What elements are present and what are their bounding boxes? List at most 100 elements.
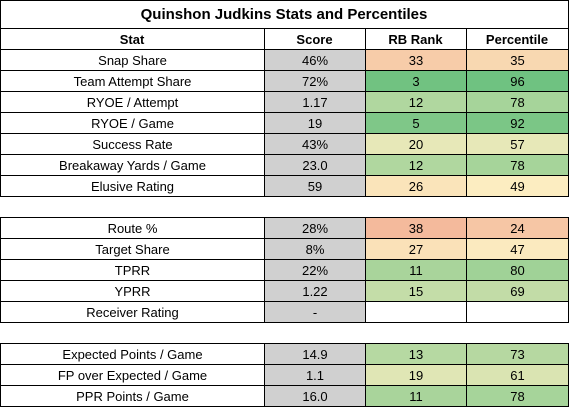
- column-divider: [0, 217, 1, 323]
- score-value: 59: [265, 176, 365, 196]
- rb-rank-value: 15: [366, 281, 466, 301]
- rb-rank-value: 13: [366, 344, 466, 364]
- column-divider: [0, 49, 1, 197]
- column-divider: [365, 28, 366, 49]
- stat-label: PPR Points / Game: [76, 388, 189, 404]
- stat-label: Elusive Rating: [90, 178, 175, 194]
- score-value: -: [265, 302, 365, 322]
- percentile-value: 24: [467, 218, 568, 238]
- rb-rank-value: 19: [366, 365, 466, 385]
- rb-rank-value: 27: [366, 239, 466, 259]
- table-title: Quinshon Judkins Stats and Percentiles: [140, 5, 428, 23]
- percentile-value: 35: [467, 50, 568, 70]
- stat-label: YPRR: [114, 283, 151, 299]
- score-value: 19: [265, 113, 365, 133]
- score-value: 22%: [265, 260, 365, 280]
- stat-label: RYOE / Attempt: [86, 94, 179, 110]
- rb-rank-value: 38: [366, 218, 466, 238]
- rb-rank-value: 33: [366, 50, 466, 70]
- score-value: 72%: [265, 71, 365, 91]
- row-divider: [0, 112, 569, 113]
- percentile-value: 78: [467, 92, 568, 112]
- rb-rank-value: 11: [366, 260, 466, 280]
- row-divider: [0, 385, 569, 386]
- row-divider: [0, 406, 569, 407]
- column-divider: [466, 217, 467, 323]
- row-divider: [0, 133, 569, 134]
- row-divider: [0, 217, 569, 218]
- rb-rank-value: 5: [366, 113, 466, 133]
- rb-rank-value: [366, 302, 466, 322]
- column-divider: [365, 49, 366, 197]
- header-score: Score: [296, 31, 333, 47]
- row-divider: [0, 49, 569, 50]
- score-value: 8%: [265, 239, 365, 259]
- row-divider: [0, 343, 569, 344]
- column-divider: [365, 343, 366, 407]
- column-divider: [0, 343, 1, 407]
- percentile-value: 96: [467, 71, 568, 91]
- percentile-value: [467, 302, 568, 322]
- header-rb-rank: RB Rank: [388, 31, 443, 47]
- score-value: 1.1: [265, 365, 365, 385]
- column-divider: [466, 343, 467, 407]
- percentile-value: 80: [467, 260, 568, 280]
- row-divider: [0, 175, 569, 176]
- percentile-value: 78: [467, 386, 568, 406]
- percentile-value: 47: [467, 239, 568, 259]
- rb-rank-value: 20: [366, 134, 466, 154]
- column-divider: [264, 343, 265, 407]
- column-divider: [466, 28, 467, 49]
- row-divider: [0, 238, 569, 239]
- percentile-value: 92: [467, 113, 568, 133]
- row-divider: [0, 301, 569, 302]
- score-value: 28%: [265, 218, 365, 238]
- percentile-value: 57: [467, 134, 568, 154]
- stat-label: TPRR: [114, 262, 151, 278]
- column-divider: [0, 0, 1, 49]
- percentile-value: 49: [467, 176, 568, 196]
- rb-rank-value: 12: [366, 155, 466, 175]
- score-value: 43%: [265, 134, 365, 154]
- stat-label: Breakaway Yards / Game: [59, 157, 206, 173]
- percentile-value: 61: [467, 365, 568, 385]
- column-divider: [264, 49, 265, 197]
- score-value: 23.0: [265, 155, 365, 175]
- stat-label: Target Share: [95, 241, 170, 257]
- row-divider: [0, 28, 569, 29]
- row-divider: [0, 280, 569, 281]
- score-value: 14.9: [265, 344, 365, 364]
- score-value: 1.17: [265, 92, 365, 112]
- row-divider: [0, 91, 569, 92]
- percentile-value: 73: [467, 344, 568, 364]
- rb-rank-value: 12: [366, 92, 466, 112]
- row-divider: [0, 259, 569, 260]
- row-divider: [0, 0, 569, 1]
- header-stat: Stat: [119, 31, 145, 47]
- stat-label: Route %: [107, 220, 158, 236]
- stat-label: RYOE / Game: [91, 115, 174, 131]
- row-divider: [0, 196, 569, 197]
- stat-label: Receiver Rating: [86, 304, 179, 320]
- rb-rank-value: 11: [366, 386, 466, 406]
- row-divider: [0, 322, 569, 323]
- rb-rank-value: 3: [366, 71, 466, 91]
- score-value: 1.22: [265, 281, 365, 301]
- stat-label: Expected Points / Game: [62, 346, 203, 362]
- percentile-value: 69: [467, 281, 568, 301]
- score-value: 46%: [265, 50, 365, 70]
- row-divider: [0, 70, 569, 71]
- header-percentile: Percentile: [485, 31, 549, 47]
- row-divider: [0, 154, 569, 155]
- stat-label: FP over Expected / Game: [57, 367, 208, 383]
- column-divider: [264, 28, 265, 49]
- percentile-value: 78: [467, 155, 568, 175]
- row-divider: [0, 364, 569, 365]
- stat-label: Snap Share: [98, 52, 167, 68]
- stat-label: Success Rate: [92, 136, 173, 152]
- stat-label: Team Attempt Share: [73, 73, 192, 89]
- column-divider: [365, 217, 366, 323]
- score-value: 16.0: [265, 386, 365, 406]
- rb-rank-value: 26: [366, 176, 466, 196]
